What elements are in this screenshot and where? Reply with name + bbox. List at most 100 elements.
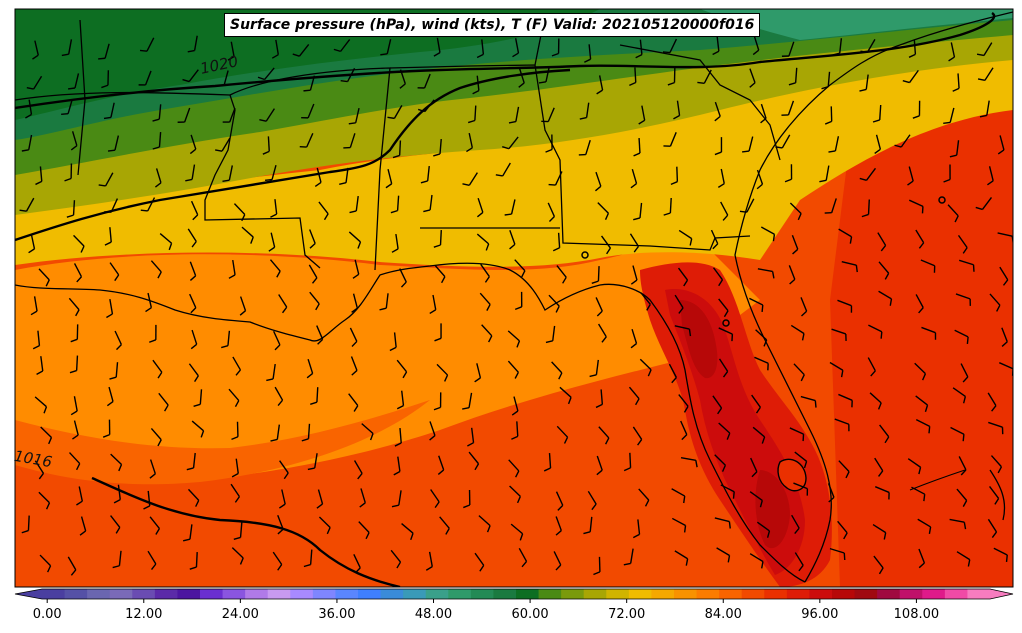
wind-barb-icon xyxy=(551,361,563,374)
wind-barb-flag xyxy=(303,563,311,568)
wind-barb-icon xyxy=(239,522,243,538)
wind-barb-flag xyxy=(962,247,968,254)
wind-barb-flag xyxy=(689,238,693,246)
wind-barb-flag xyxy=(629,81,637,86)
wind-barb-icon xyxy=(230,41,235,57)
colorbar-segment xyxy=(651,589,675,599)
wind-barb-icon xyxy=(639,202,643,218)
wind-barb-flag xyxy=(683,279,689,287)
wind-barb-flag xyxy=(323,213,329,221)
wind-barb-flag xyxy=(924,404,929,413)
wind-barb-flag xyxy=(975,206,983,211)
wind-barb-flag xyxy=(200,430,205,438)
wind-barb-flag xyxy=(317,338,324,345)
wind-barb-icon xyxy=(999,135,1005,151)
wind-barb-flag xyxy=(155,528,161,535)
colorbar-segment xyxy=(358,589,382,599)
colorbar-segment xyxy=(764,589,788,599)
wind-barb-icon xyxy=(557,232,561,248)
wind-barb-icon xyxy=(508,136,519,150)
wind-barb-flag xyxy=(604,437,610,445)
wind-barb-flag xyxy=(840,370,844,378)
wind-barb-icon xyxy=(957,73,960,89)
wind-barb-flag xyxy=(712,50,720,56)
wind-barb-flag xyxy=(495,174,503,177)
wind-barb-icon xyxy=(80,516,87,532)
wind-barb-icon xyxy=(589,516,593,532)
wind-barb-icon xyxy=(674,294,684,309)
wind-barb-icon xyxy=(393,332,397,348)
wind-barb-icon xyxy=(68,452,81,465)
wind-barb-flag xyxy=(301,438,309,442)
wind-barb-flag xyxy=(673,114,680,120)
wind-barb-icon xyxy=(680,420,688,435)
wind-barb-flag xyxy=(292,53,300,57)
wind-barb-flag xyxy=(283,472,289,480)
wind-barb-flag xyxy=(601,336,607,343)
wind-barb-icon xyxy=(159,233,173,244)
wind-barb-icon xyxy=(158,131,162,148)
colorbar-min-extension xyxy=(15,589,42,599)
wind-barb-icon xyxy=(223,70,229,86)
wind-barb-icon xyxy=(191,164,196,180)
wind-barb-icon xyxy=(429,194,433,210)
wind-barb-icon xyxy=(277,515,284,530)
wind-barb-icon xyxy=(631,168,638,184)
wind-barb-flag xyxy=(623,562,631,566)
wind-barb-icon xyxy=(115,362,119,378)
wind-barb-flag xyxy=(991,405,997,412)
wind-barb-icon xyxy=(914,362,926,375)
wind-barb-flag xyxy=(191,241,197,248)
wind-barb-icon xyxy=(791,514,800,529)
wind-barb-flag xyxy=(771,271,775,279)
wind-barb-icon xyxy=(306,133,314,148)
wind-barb-icon xyxy=(25,197,35,212)
wind-barb-flag xyxy=(385,183,393,189)
wind-barb-flag xyxy=(514,306,522,311)
wind-barb-flag xyxy=(912,115,920,119)
wind-barb-flag xyxy=(309,242,316,249)
wind-barb-flag xyxy=(32,345,40,350)
wind-barb-flag xyxy=(732,491,735,499)
wind-barb-flag xyxy=(390,209,398,214)
wind-barb-icon xyxy=(714,454,726,466)
wind-barb-flag xyxy=(433,153,441,157)
wind-barb-icon xyxy=(474,552,485,566)
wind-barb-flag xyxy=(164,404,169,412)
wind-barb-flag xyxy=(519,533,524,541)
wind-barb-flag xyxy=(19,209,27,212)
wind-barb-flag xyxy=(143,505,151,510)
wind-barb-icon xyxy=(559,386,572,398)
wind-barb-flag xyxy=(1001,341,1008,347)
wind-barb-icon xyxy=(149,459,156,475)
wind-barb-icon xyxy=(908,166,914,182)
colorbar-segment xyxy=(290,589,314,599)
wind-barb-icon xyxy=(867,199,870,215)
colorbar-segment xyxy=(809,589,833,599)
wind-barb-flag xyxy=(462,407,470,410)
wind-barb-icon xyxy=(199,389,203,405)
wind-barb-flag xyxy=(402,371,408,379)
wind-barb-flag xyxy=(521,270,526,278)
wind-barb-icon xyxy=(874,486,890,494)
wind-barb-icon xyxy=(749,68,756,83)
wind-barb-flag xyxy=(228,274,236,279)
wind-barb-icon xyxy=(554,171,563,186)
wind-barb-flag xyxy=(766,530,771,538)
wind-barb-flag xyxy=(195,500,200,507)
wind-barb-flag xyxy=(788,82,796,86)
wind-barb-flag xyxy=(410,532,414,541)
map-frame xyxy=(14,8,1014,588)
wind-barb-flag xyxy=(760,561,764,569)
wind-barb-flag xyxy=(721,464,727,472)
wind-barb-icon xyxy=(110,515,121,528)
wind-barb-flag xyxy=(231,436,239,441)
wind-barb-icon xyxy=(233,203,246,216)
wind-barb-icon xyxy=(348,393,359,406)
wind-barb-icon xyxy=(556,425,569,438)
wind-barb-icon xyxy=(428,551,433,567)
wind-barb-flag xyxy=(555,530,562,536)
wind-barb-flag xyxy=(966,336,969,344)
wind-barb-flag xyxy=(26,87,34,90)
wind-barb-flag xyxy=(828,496,835,503)
